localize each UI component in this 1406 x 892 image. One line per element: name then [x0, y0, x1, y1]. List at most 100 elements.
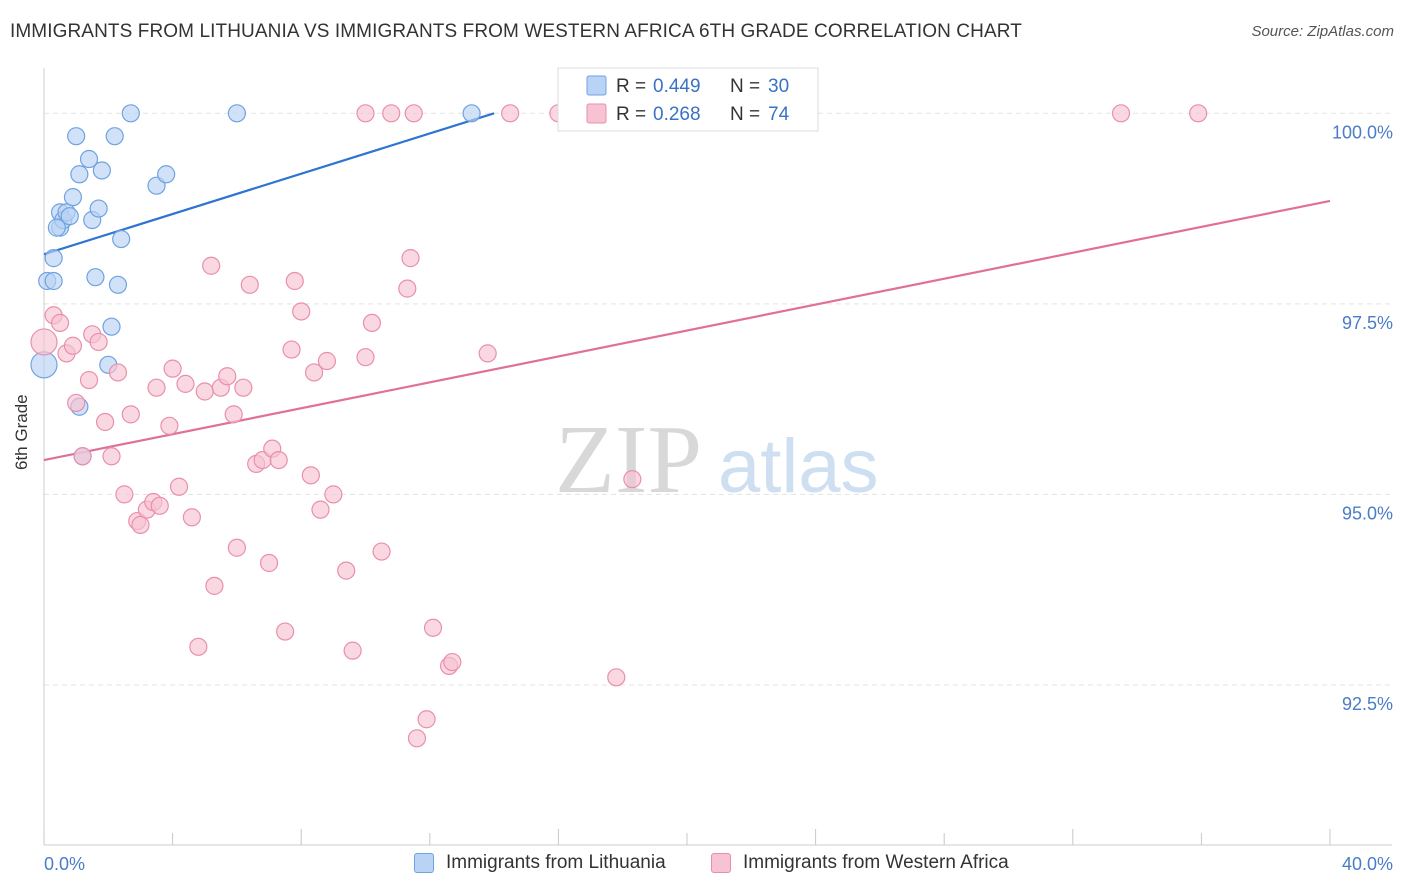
y-tick-label: 97.5% [1342, 313, 1393, 333]
chart-title: IMMIGRANTS FROM LITHUANIA VS IMMIGRANTS … [10, 21, 1022, 42]
legend-swatch-western-africa [586, 103, 607, 124]
point-western-africa [131, 515, 150, 534]
legend-n-label: N = [730, 104, 760, 125]
point-lithuania [79, 149, 99, 169]
point-lithuania [44, 271, 63, 291]
point-western-africa [343, 641, 362, 660]
point-lithuania [60, 207, 79, 226]
point-lithuania [121, 104, 140, 123]
point-western-africa [623, 470, 642, 489]
point-lithuania [462, 104, 481, 123]
point-western-africa [234, 378, 253, 397]
watermark-zip: ZIP [555, 406, 702, 514]
watermark-atlas: atlas [718, 424, 879, 509]
y-tick-label: 92.5% [1342, 694, 1393, 714]
point-western-africa [102, 447, 121, 466]
point-western-africa [30, 328, 58, 356]
legend-label-lithuania: Immigrants from Lithuania [446, 852, 666, 873]
legend-top: R = 0.449 N = 30 R = 0.268 N = 74 [557, 67, 819, 132]
point-western-africa [202, 256, 221, 275]
point-western-africa [1111, 104, 1131, 123]
point-western-africa [95, 412, 115, 432]
legend-swatch-lithuania [414, 853, 434, 873]
point-lithuania [157, 165, 176, 184]
legend-r-value: 0.268 [653, 104, 701, 125]
point-western-africa [423, 618, 443, 637]
point-lithuania [102, 317, 121, 336]
legend-r-label: R = [616, 76, 646, 97]
point-western-africa [182, 508, 201, 527]
x-tick-label: 0.0% [44, 854, 85, 874]
point-lithuania [63, 188, 83, 207]
point-western-africa [304, 363, 324, 382]
point-western-africa [501, 104, 520, 123]
point-western-africa [337, 561, 356, 580]
legend-item-western-africa[interactable]: Immigrants from Western Africa [711, 852, 1009, 874]
point-western-africa [189, 637, 208, 656]
point-western-africa [285, 271, 304, 291]
axes [43, 68, 1392, 846]
legend-n-value: 74 [768, 104, 790, 125]
watermark: ZIP atlas [555, 406, 879, 514]
legend-r-label: R = [616, 104, 646, 125]
point-western-africa [301, 466, 320, 485]
point-western-africa [147, 378, 166, 397]
point-western-africa [324, 485, 343, 504]
point-western-africa [121, 405, 140, 424]
point-western-africa [401, 249, 420, 268]
point-western-africa [163, 359, 182, 378]
point-western-africa [240, 275, 259, 294]
point-lithuania [89, 199, 108, 218]
y-axis-label: 6th Grade [12, 394, 31, 470]
point-western-africa [205, 576, 224, 595]
point-western-africa [443, 652, 462, 672]
legend-r-value: 0.449 [653, 76, 701, 97]
point-western-africa [218, 367, 237, 386]
point-western-africa [362, 313, 382, 333]
point-western-africa [73, 447, 92, 466]
point-western-africa [382, 104, 401, 123]
point-lithuania [227, 104, 246, 123]
source-label: Source: ZipAtlas.com [1251, 23, 1394, 40]
point-western-africa [115, 485, 134, 504]
point-western-africa [282, 340, 301, 359]
point-western-africa [63, 336, 83, 355]
y-tick-label: 100.0% [1332, 122, 1393, 142]
point-western-africa [169, 477, 189, 496]
legend-bottom: Immigrants from Lithuania Immigrants fro… [0, 852, 1406, 878]
point-western-africa [276, 622, 295, 641]
point-western-africa [372, 542, 391, 561]
point-western-africa [259, 553, 279, 573]
point-western-africa [478, 344, 497, 363]
grid-lines [44, 112, 1392, 686]
point-western-africa [398, 279, 417, 298]
legend-label-western-africa: Immigrants from Western Africa [743, 852, 1009, 873]
point-western-africa [269, 450, 288, 470]
point-lithuania [86, 268, 105, 287]
point-western-africa [79, 370, 99, 390]
legend-swatch-lithuania [586, 75, 607, 96]
trend-line-western-africa [43, 199, 1331, 462]
point-western-africa [89, 332, 108, 352]
legend-item-lithuania[interactable]: Immigrants from Lithuania [414, 852, 666, 874]
point-western-africa [176, 374, 195, 393]
point-lithuania [92, 161, 111, 180]
y-tick-labels: 100.0% 97.5% 95.0% 92.5% [1332, 122, 1393, 714]
point-western-africa [292, 302, 311, 321]
point-western-africa [160, 416, 179, 435]
point-western-africa [407, 729, 427, 748]
point-lithuania [112, 229, 131, 249]
point-western-africa [311, 500, 330, 519]
point-lithuania [108, 275, 128, 294]
point-western-africa [150, 496, 169, 515]
point-western-africa [356, 104, 375, 123]
point-lithuania [47, 218, 66, 237]
point-western-africa [50, 313, 70, 333]
point-western-africa [67, 393, 86, 413]
point-western-africa [607, 668, 626, 687]
point-lithuania [44, 249, 63, 268]
point-western-africa [195, 382, 214, 401]
point-western-africa [108, 363, 128, 382]
point-western-africa [317, 351, 337, 371]
